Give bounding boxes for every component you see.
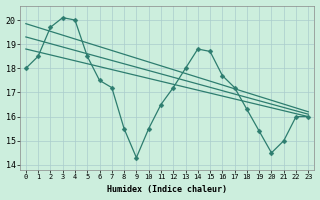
X-axis label: Humidex (Indice chaleur): Humidex (Indice chaleur)	[107, 185, 227, 194]
